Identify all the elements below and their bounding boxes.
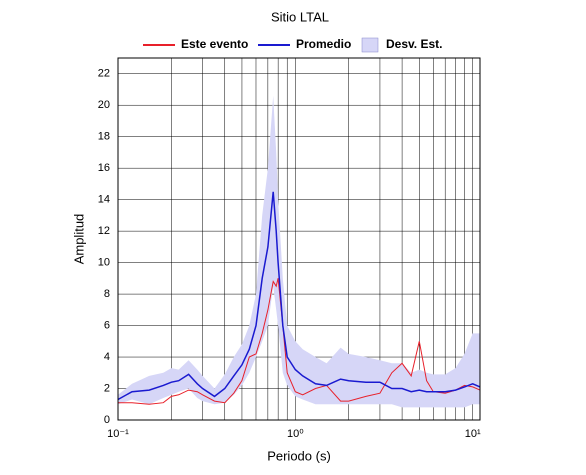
std-band [118, 95, 480, 408]
x-tick-label: 10⁻¹ [107, 428, 129, 440]
y-tick-label: 10 [98, 257, 110, 269]
y-tick-label: 4 [104, 351, 110, 363]
y-tick-label: 18 [98, 131, 110, 143]
chart-title: Sitio LTAL [271, 9, 329, 24]
series-line [117, 191, 481, 401]
y-tick-label: 16 [98, 162, 110, 174]
y-tick-label: 6 [104, 319, 110, 331]
x-tick-label: 10⁰ [287, 428, 304, 440]
y-tick-label: 12 [98, 225, 110, 237]
y-tick-label: 14 [98, 194, 110, 206]
y-tick-label: 20 [98, 99, 110, 111]
legend-label: Desv. Est. [386, 37, 442, 51]
y-axis-label: Amplitud [71, 214, 86, 265]
x-axis-label: Periodo (s) [267, 448, 331, 463]
legend-swatch [361, 37, 379, 53]
y-tick-label: 0 [104, 414, 110, 426]
x-tick-label: 10¹ [465, 428, 481, 440]
y-tick-label: 8 [104, 288, 110, 300]
legend-label: Este evento [181, 37, 248, 51]
y-tick-label: 22 [98, 68, 110, 80]
legend-label: Promedio [296, 37, 351, 51]
plot-frame [117, 57, 481, 421]
y-tick-label: 2 [104, 382, 110, 394]
